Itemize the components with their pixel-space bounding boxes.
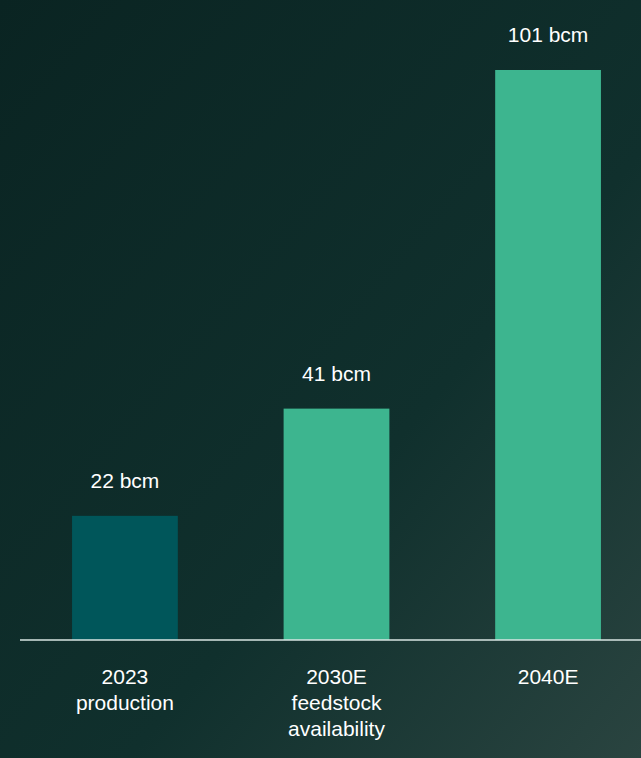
bars bbox=[72, 70, 601, 640]
x-axis: 2023production 2030Efeedstockavailability… bbox=[20, 640, 641, 740]
chart: 2023production 2030Efeedstockavailability… bbox=[0, 0, 641, 758]
bar bbox=[72, 516, 178, 640]
data-label: 22 bcm bbox=[90, 469, 159, 492]
bar bbox=[495, 70, 601, 640]
data-label: 41 bcm bbox=[302, 362, 371, 385]
axis-line bbox=[20, 639, 641, 641]
bar bbox=[284, 409, 390, 640]
category-label: 2040E bbox=[518, 665, 579, 688]
tick: 2040E bbox=[518, 640, 579, 688]
data-labels: 22 bcm 41 bcm 101 bcm bbox=[90, 23, 588, 492]
background bbox=[0, 0, 641, 758]
category-label: 2030Efeedstockavailability bbox=[288, 665, 385, 740]
tick: 2023production bbox=[76, 640, 174, 714]
data-label: 101 bcm bbox=[508, 23, 589, 46]
tick: 2030Efeedstockavailability bbox=[288, 640, 385, 740]
category-label: 2023production bbox=[76, 665, 174, 714]
